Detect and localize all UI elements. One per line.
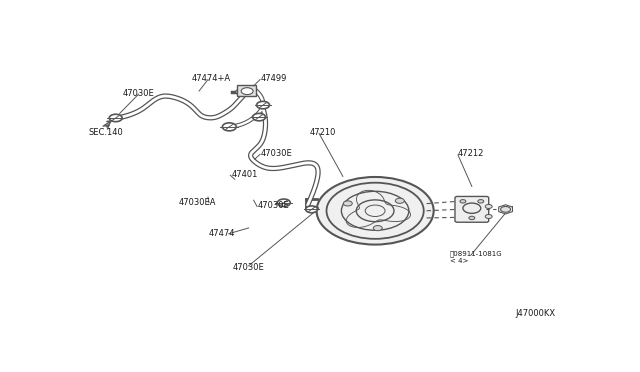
Text: 47212: 47212	[458, 149, 484, 158]
Circle shape	[485, 205, 492, 208]
Circle shape	[241, 88, 253, 94]
Text: 47210: 47210	[310, 128, 336, 137]
Circle shape	[277, 199, 291, 206]
Circle shape	[396, 198, 404, 203]
Circle shape	[343, 201, 352, 206]
Circle shape	[222, 123, 236, 131]
Circle shape	[306, 206, 317, 213]
Circle shape	[485, 215, 492, 218]
FancyBboxPatch shape	[455, 196, 489, 222]
Text: 47499: 47499	[261, 74, 287, 83]
Circle shape	[109, 114, 122, 122]
Text: 47030EA: 47030EA	[178, 198, 216, 207]
Text: SEC.140: SEC.140	[89, 128, 124, 137]
Circle shape	[317, 177, 434, 244]
Circle shape	[478, 200, 484, 203]
Text: 47030E: 47030E	[233, 263, 264, 272]
Circle shape	[257, 101, 269, 109]
Text: J47000KX: J47000KX	[515, 309, 556, 318]
Text: 47474+A: 47474+A	[191, 74, 231, 83]
Text: 08911-1081G
< 4>: 08911-1081G < 4>	[449, 250, 502, 264]
Text: 47030E: 47030E	[257, 201, 289, 210]
Text: 47474: 47474	[209, 229, 236, 238]
Text: 47030E: 47030E	[261, 149, 292, 158]
Circle shape	[253, 113, 266, 121]
Circle shape	[373, 225, 382, 231]
Circle shape	[469, 216, 475, 219]
Text: 47030E: 47030E	[122, 89, 154, 98]
FancyBboxPatch shape	[237, 85, 255, 96]
Text: 47401: 47401	[231, 170, 258, 179]
Circle shape	[500, 206, 511, 212]
Circle shape	[460, 200, 466, 203]
